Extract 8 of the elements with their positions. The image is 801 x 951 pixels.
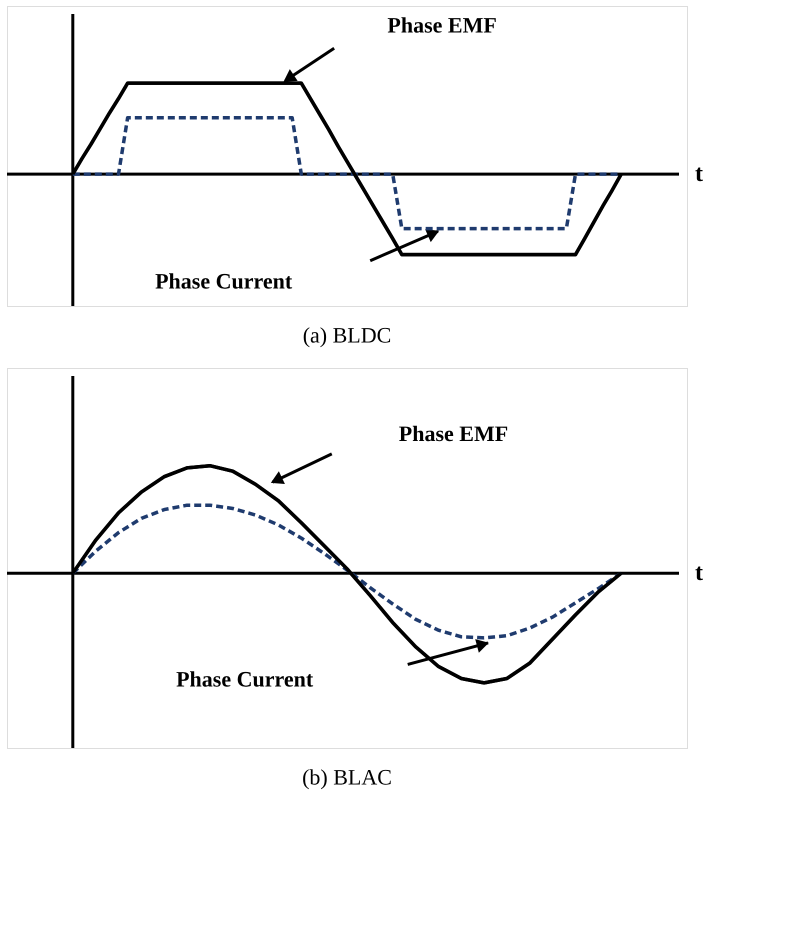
text: Phase EMF bbox=[387, 12, 497, 38]
x-axis-title: t bbox=[695, 560, 703, 586]
annotation: Phase Current bbox=[176, 666, 314, 692]
x-axis-title: t bbox=[695, 161, 703, 188]
text: (a) BLDC bbox=[302, 322, 392, 348]
text: Phase EMF bbox=[398, 420, 508, 446]
text: Phase Current bbox=[155, 268, 293, 294]
text: (b) BLAC bbox=[302, 764, 392, 790]
